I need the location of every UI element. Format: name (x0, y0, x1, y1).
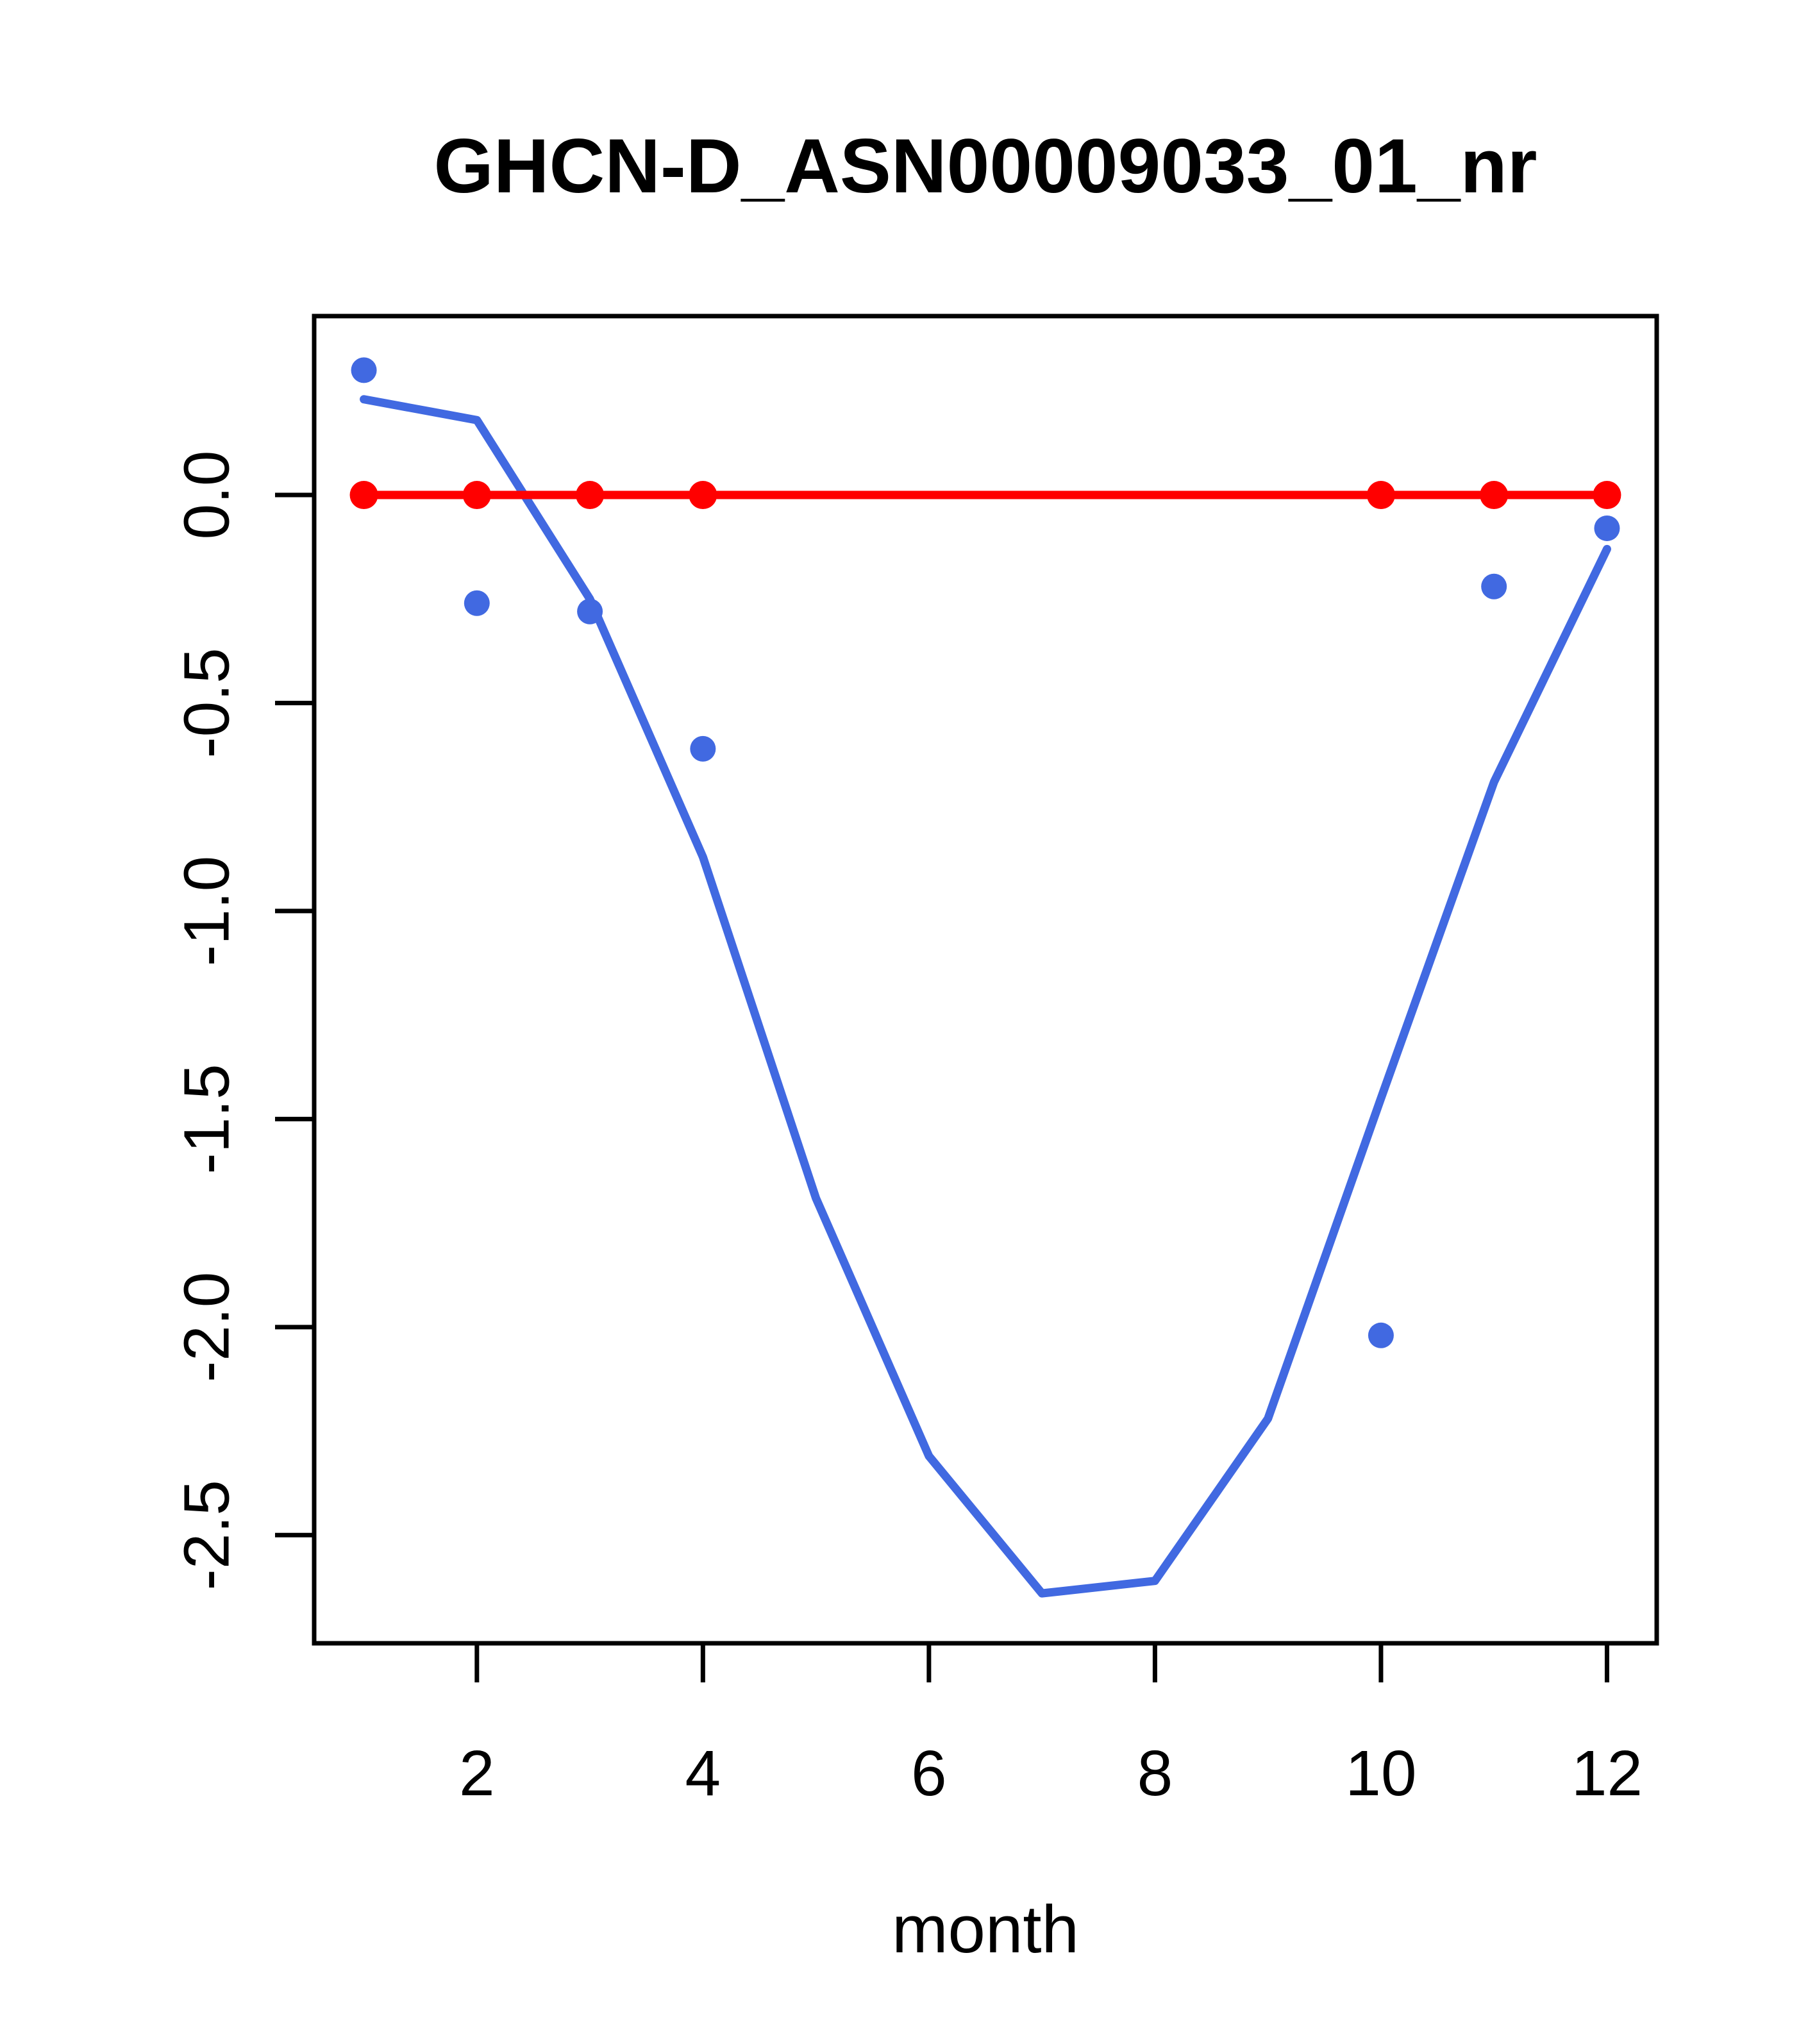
seasonal-curve-line (360, 395, 1611, 1598)
y-tick-label: -2.0 (171, 1272, 242, 1382)
y-tick-label: 0.0 (171, 451, 242, 540)
zero-reference-point (689, 481, 717, 510)
monthly-values-point (1481, 573, 1507, 599)
x-axis-title: month (892, 1892, 1079, 1967)
monthly-values-point (577, 598, 603, 624)
y-tick-label: -2.5 (171, 1480, 242, 1590)
zero-reference-point (1480, 481, 1509, 510)
x-tick-label: 12 (1571, 1738, 1643, 1809)
x-tick-label: 8 (1137, 1738, 1173, 1809)
x-tick-label: 4 (685, 1738, 721, 1809)
x-tick-label: 6 (911, 1738, 947, 1809)
monthly-values-point (464, 590, 490, 616)
x-tick-label: 10 (1345, 1738, 1416, 1809)
series-layer (349, 357, 1621, 1598)
monthly-values-point (690, 735, 716, 762)
axes-layer: 0.0 -0.5 -1.0 -1.5 -2.0 -2.5 2 4 6 8 10 12 (171, 314, 1659, 1809)
monthly-values-point (1594, 515, 1620, 541)
monthly-values-point (1368, 1322, 1394, 1348)
zero-reference-point (349, 481, 378, 510)
zero-reference-point (462, 481, 491, 510)
y-tick-label: -1.0 (171, 856, 242, 966)
plot-box (312, 314, 1659, 1646)
zero-reference-point (1593, 481, 1621, 510)
y-tick-label: -0.5 (171, 648, 242, 758)
chart-title: GHCN-D_ASN00009033_01_nr (434, 123, 1537, 209)
monthly-values-point (351, 357, 377, 383)
zero-reference-point (576, 481, 605, 510)
x-tick-label: 2 (459, 1738, 495, 1809)
y-tick-label: -1.5 (171, 1064, 242, 1174)
zero-reference-point (1366, 481, 1395, 510)
